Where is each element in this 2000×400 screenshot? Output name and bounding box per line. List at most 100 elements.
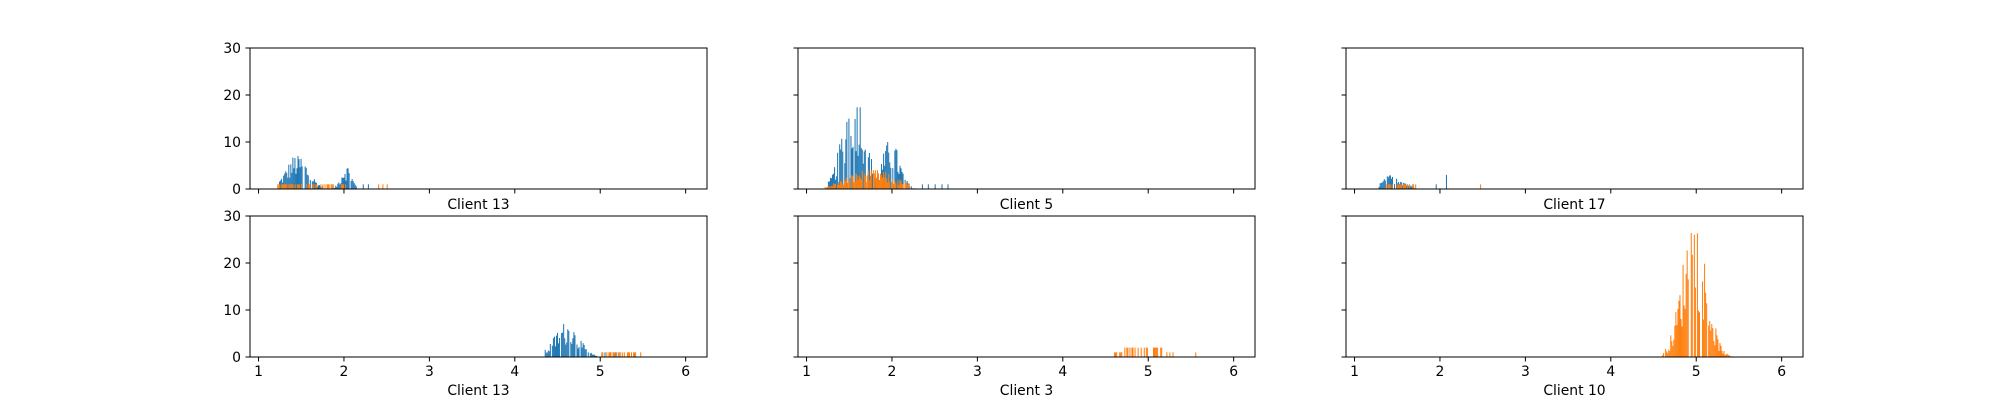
histogram-bar — [910, 186, 912, 189]
histogram-bar — [1412, 184, 1414, 189]
x-tick-label: 1 — [802, 364, 811, 380]
histogram-bar — [887, 142, 889, 189]
histogram-bar — [1378, 186, 1380, 189]
histogram-bar — [298, 159, 300, 189]
histogram-bar — [1389, 184, 1391, 189]
histogram-bar — [615, 352, 617, 357]
histogram-bar — [854, 118, 856, 189]
y-tick-label: 30 — [223, 41, 241, 57]
histogram-bar — [840, 149, 842, 189]
histogram-bar — [885, 172, 887, 189]
subplot-2: Client 5 — [793, 47, 1256, 213]
histogram-bar — [587, 352, 589, 357]
histogram-bar — [855, 151, 857, 189]
histogram-bar — [281, 184, 283, 189]
histogram-bar — [564, 338, 566, 357]
histogram-bar — [342, 177, 344, 189]
histogram-bar — [1154, 347, 1156, 357]
histogram-bar — [305, 167, 307, 189]
histogram-bar — [871, 173, 873, 189]
histogram-bar — [1385, 184, 1387, 189]
histogram-bar — [1723, 351, 1725, 357]
histogram-bar — [851, 175, 853, 189]
histogram-bar — [1672, 345, 1674, 357]
histogram-bar — [834, 167, 836, 189]
histogram-bar — [617, 352, 619, 357]
histogram-bar — [877, 173, 879, 189]
histogram-bar — [857, 179, 859, 189]
histogram-bar — [1722, 353, 1724, 357]
histogram-bar — [881, 174, 883, 189]
histogram-bar — [860, 147, 862, 189]
histogram-bar — [293, 168, 295, 189]
histogram-bar — [1380, 182, 1382, 189]
histogram-bar — [1408, 186, 1410, 189]
histogram-bar — [889, 181, 891, 189]
histogram-bar — [382, 184, 384, 189]
histogram-bar — [299, 167, 301, 189]
histogram-bar — [895, 148, 897, 189]
histogram-bar — [1676, 325, 1678, 357]
axes-frame — [797, 215, 1256, 358]
histogram-bar — [858, 175, 860, 189]
histogram-bar — [1705, 292, 1707, 357]
histogram-bar — [1716, 335, 1718, 357]
histogram-bar — [1169, 352, 1171, 357]
histogram-bar — [340, 183, 342, 189]
histogram-bar — [279, 184, 281, 189]
histogram-bar — [860, 179, 862, 189]
histogram-bar — [630, 352, 633, 357]
histogram-bar — [1726, 353, 1728, 357]
histogram-bar — [1143, 347, 1145, 357]
x-tick-label: 4 — [1606, 364, 1615, 380]
histogram-bar — [626, 352, 628, 357]
histogram-bar — [1671, 341, 1673, 357]
histogram-bar — [1155, 347, 1157, 357]
histogram-bar — [848, 118, 850, 189]
histogram-bar — [284, 173, 286, 189]
histogram-bar — [1678, 300, 1680, 357]
histogram-bar — [546, 352, 548, 357]
histogram-bar — [1121, 352, 1123, 357]
histogram-bar — [1390, 178, 1392, 189]
histogram-bar — [905, 182, 907, 189]
histogram-bar — [321, 187, 323, 189]
histogram-bar — [604, 352, 606, 357]
histogram-bar — [618, 352, 620, 357]
histogram-bar — [868, 152, 870, 189]
histogram-bar — [334, 187, 336, 189]
histogram-bar — [577, 348, 579, 357]
histogram-bar — [347, 168, 349, 189]
histogram-bar — [1435, 184, 1437, 189]
histogram-bar — [1679, 295, 1681, 357]
histogram-bar — [568, 330, 570, 357]
histogram-bar — [290, 164, 292, 189]
x-tick-label: 5 — [1692, 364, 1701, 380]
histogram-bar — [344, 184, 347, 189]
histogram-bar — [1394, 184, 1396, 189]
histogram-bar — [549, 344, 551, 357]
histogram-bar — [585, 349, 587, 357]
x-axis-label: Client 13 — [447, 197, 509, 213]
histogram-bar — [1670, 335, 1672, 357]
histogram-bar — [386, 184, 388, 189]
histogram-bar — [614, 352, 616, 357]
histogram-bar — [1702, 281, 1704, 357]
series-1-bars — [544, 324, 617, 357]
histogram-bar — [1681, 326, 1683, 357]
x-axis-label: Client 3 — [1000, 383, 1053, 399]
histogram-bar — [1127, 347, 1129, 357]
series-2-bars — [277, 184, 388, 189]
histogram-bar — [884, 177, 886, 189]
histogram-bar — [296, 184, 298, 189]
histogram-bar — [864, 149, 866, 189]
histogram-bar — [610, 352, 612, 357]
histogram-bar — [1387, 177, 1389, 189]
histogram-bar — [354, 184, 356, 189]
histogram-bar — [570, 342, 572, 357]
histogram-bar — [827, 181, 829, 189]
histogram-bar — [301, 166, 303, 189]
histogram-bar — [592, 354, 594, 357]
histogram-bar — [861, 149, 863, 189]
histogram-bar — [844, 179, 846, 189]
